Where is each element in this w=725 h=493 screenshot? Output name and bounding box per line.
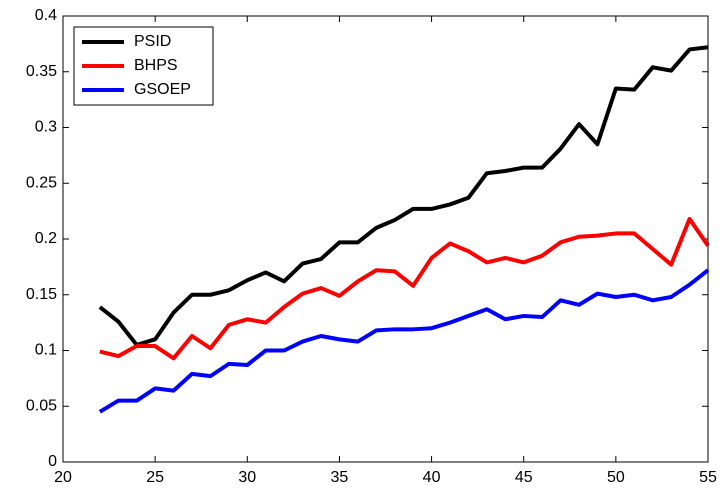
x-tick-label: 20 [54,469,72,486]
x-tick-label: 30 [238,469,256,486]
x-tick-label: 50 [607,469,625,486]
y-tick-label: 0 [48,453,57,470]
legend-label: PSID [134,33,171,50]
y-tick-label: 0.4 [35,7,57,24]
y-tick-label: 0.25 [26,174,57,191]
plot-frame [62,15,709,463]
x-tick-label: 40 [423,469,441,486]
x-tick-label: 55 [699,469,717,486]
y-tick-label: 0.35 [26,63,57,80]
series-line [98,268,710,414]
legend: PSID BHPS GSOEP [73,26,214,106]
y-tick-label: 0.15 [26,286,57,303]
legend-label: BHPS [134,57,178,74]
series-line [98,45,709,347]
y-tick-label: 0.2 [35,230,57,247]
y-tick-label: 0.05 [26,397,57,414]
legend-label: GSOEP [134,81,191,98]
y-tick-label: 0.1 [35,342,57,359]
y-tick-label: 0.3 [35,119,57,136]
x-tick-label: 35 [331,469,349,486]
series-line [99,216,710,361]
x-tick-label: 25 [146,469,164,486]
x-tick-label: 45 [515,469,533,486]
